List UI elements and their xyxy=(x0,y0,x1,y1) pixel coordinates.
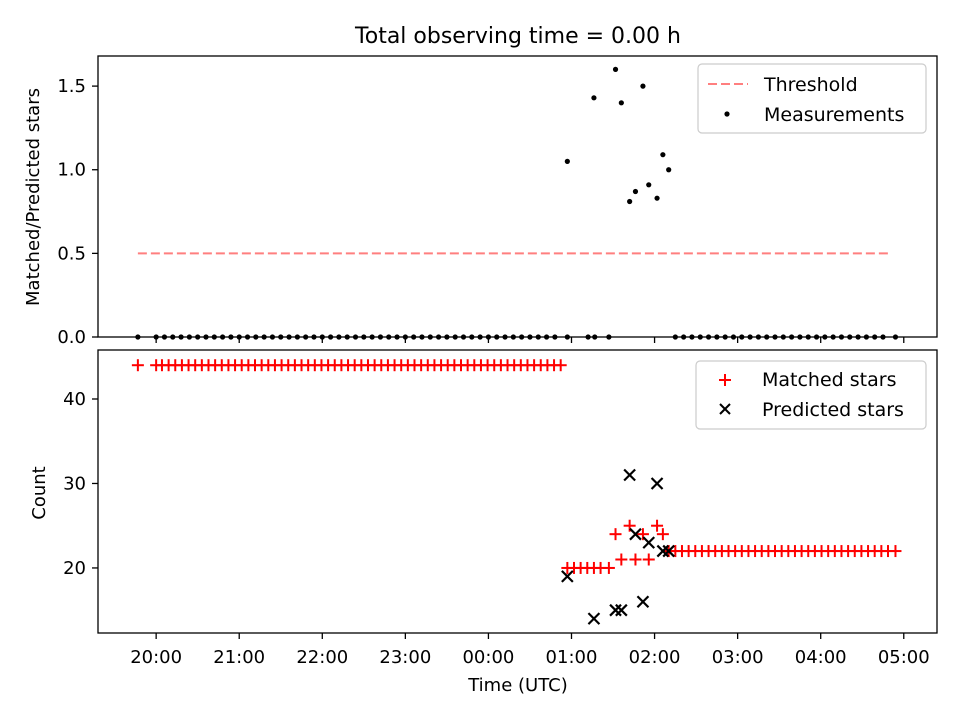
measurement-point xyxy=(654,195,660,201)
measurement-point xyxy=(591,95,597,101)
predicted-star-marker xyxy=(636,595,650,609)
matched-star-marker xyxy=(656,528,669,541)
measurement-point xyxy=(564,158,570,164)
measurement-point xyxy=(646,182,652,188)
bottom-y-tick-label: 20 xyxy=(63,558,86,579)
x-tick-label: 03:00 xyxy=(712,647,764,668)
top-y-tick-label: 1.0 xyxy=(57,160,86,181)
matched-star-marker xyxy=(629,553,642,566)
bottom-y-tick-label: 30 xyxy=(63,473,86,494)
predicted-star-marker xyxy=(561,570,574,583)
measurement-point xyxy=(666,167,672,173)
x-tick-label: 05:00 xyxy=(878,647,930,668)
x-tick-label: 01:00 xyxy=(546,647,598,668)
measurement-point xyxy=(632,188,639,195)
legend-measurements-label: Measurements xyxy=(764,104,904,126)
x-tick-label: 04:00 xyxy=(795,647,847,668)
legend-matched-label: Matched stars xyxy=(762,369,896,391)
chart-title: Total observing time = 0.00 h xyxy=(354,24,681,49)
bottom-y-tick-label: 40 xyxy=(63,389,86,410)
predicted-star-marker xyxy=(623,468,636,482)
x-tick-label: 00:00 xyxy=(462,647,514,668)
matched-star-marker xyxy=(609,528,622,541)
measurement-point xyxy=(612,66,619,72)
matched-star-marker xyxy=(554,359,567,372)
bottom-legend: Matched stars Predicted stars xyxy=(695,360,927,430)
legend-measurements-swatch xyxy=(724,111,730,117)
top-axes-frame xyxy=(97,55,938,338)
matched-star-marker xyxy=(642,553,655,566)
x-tick-label: 21:00 xyxy=(213,647,265,668)
top-y-axis: 0.0 0.5 1.0 1.5 xyxy=(57,76,98,348)
measurement-point xyxy=(627,198,633,205)
x-tick-label: 22:00 xyxy=(296,647,348,668)
measurement-point xyxy=(660,152,666,158)
x-tick-label: 23:00 xyxy=(379,647,431,668)
matched-star-marker xyxy=(889,545,902,558)
predicted-star-marker xyxy=(629,527,642,541)
top-panel: 0.0 0.5 1.0 1.5 Matched/Predicted stars Thr… xyxy=(23,55,938,348)
top-y-tick-label: 1.5 xyxy=(57,76,86,97)
bottom-y-axis: 20 30 40 xyxy=(63,389,98,579)
legend-matched-swatch xyxy=(719,374,731,386)
legend-predicted-label: Predicted stars xyxy=(762,399,904,421)
bottom-x-axis: 20:00 21:00 22:00 23:00 00:00 01:00 02:00 03:00… xyxy=(130,633,930,668)
top-y-tick-label: 0.0 xyxy=(57,327,86,348)
predicted-star-marker xyxy=(615,603,628,617)
top-legend: Threshold Measurements xyxy=(697,63,927,134)
top-y-tick-label: 0.5 xyxy=(57,243,86,264)
top-x-axis xyxy=(155,337,905,343)
x-tick-label: 02:00 xyxy=(629,647,681,668)
x-tick-label: 20:00 xyxy=(130,647,182,668)
top-plot-area xyxy=(135,66,899,340)
bottom-plot-area xyxy=(131,359,902,625)
predicted-star-marker xyxy=(642,536,656,549)
legend-predicted-swatch xyxy=(719,403,731,415)
legend-threshold-label: Threshold xyxy=(763,74,858,96)
bottom-y-axis-label: Count xyxy=(29,466,50,519)
bottom-axes-frame xyxy=(97,349,938,634)
measurement-point xyxy=(618,100,624,106)
matched-star-marker xyxy=(615,553,628,566)
top-legend-box xyxy=(697,63,927,134)
bottom-legend-box xyxy=(695,360,927,430)
matched-star-marker xyxy=(602,561,615,574)
predicted-star-marker xyxy=(650,477,664,490)
bottom-panel: 20 30 40 20:00 21:00 22:00 23:00 00:00 01:00 02:… xyxy=(29,349,938,696)
top-y-axis-label: Matched/Predicted stars xyxy=(23,88,44,306)
predicted-star-marker xyxy=(587,612,601,625)
matched-star-marker xyxy=(131,359,144,372)
x-axis-label: Time (UTC) xyxy=(467,675,568,696)
predicted-star-marker xyxy=(662,544,675,558)
matched-star-marker xyxy=(651,519,664,532)
measurement-point xyxy=(640,83,646,89)
